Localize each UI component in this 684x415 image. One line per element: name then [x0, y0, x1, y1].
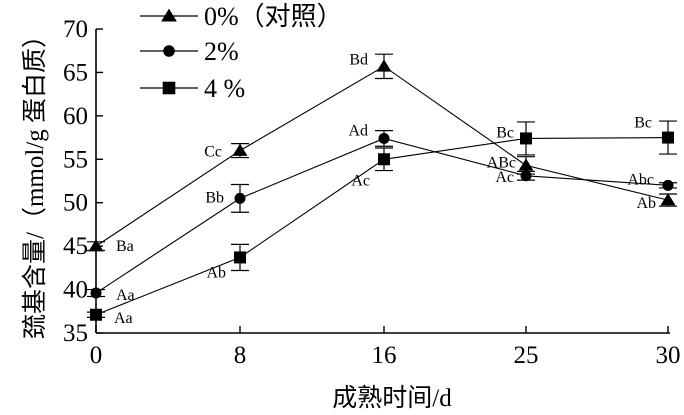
- y-tick-label: 60: [63, 103, 88, 130]
- data-label: Abc: [627, 171, 654, 188]
- data-label: Aa: [114, 310, 133, 327]
- axes: [95, 29, 670, 334]
- y-tick-label: 70: [63, 16, 88, 43]
- legend-item: 4 %: [140, 74, 245, 103]
- data-label: Ac: [495, 169, 514, 186]
- data-point: [520, 170, 532, 182]
- data-point: [234, 251, 246, 264]
- series-circle: Aa Bb Ad Ac Abc: [87, 122, 677, 304]
- data-label: Ad: [348, 122, 368, 139]
- data-label: Cc: [204, 144, 222, 161]
- y-tick-label: 40: [63, 277, 88, 304]
- data-label: Bb: [205, 189, 224, 206]
- data-label: Aa: [116, 287, 135, 304]
- data-point: [378, 132, 390, 144]
- y-ticks: 35 40 45 50 55 60 65 70: [63, 16, 103, 347]
- x-ticks: 0 8 16 25 30: [90, 326, 681, 369]
- legend-item: 0%（对照）: [140, 2, 343, 31]
- data-label: Bd: [349, 51, 368, 68]
- data-point: [376, 59, 392, 72]
- data-point: [518, 158, 534, 171]
- data-point: [90, 308, 102, 321]
- data-label: Ac: [351, 172, 370, 189]
- x-tick-label: 30: [656, 342, 681, 369]
- x-tick-label: 16: [372, 342, 397, 369]
- legend-label: 0%（对照）: [204, 2, 343, 31]
- y-tick-label: 35: [63, 320, 88, 347]
- x-tick-label: 8: [234, 342, 247, 369]
- legend-label: 2%: [204, 37, 239, 66]
- y-tick-label: 50: [63, 190, 88, 217]
- data-label: Bc: [496, 124, 514, 141]
- data-point: [234, 192, 246, 204]
- legend-label: 4 %: [204, 74, 245, 103]
- data-point: [662, 131, 674, 144]
- data-point: [660, 193, 676, 206]
- data-point: [88, 239, 104, 252]
- data-label: Ab: [206, 264, 226, 281]
- series-square: Aa Ab Ac Bc Bc: [87, 115, 677, 327]
- y-tick-label: 65: [63, 59, 88, 86]
- data-point: [378, 153, 390, 166]
- x-tick-label: 0: [90, 342, 103, 369]
- data-label: Ba: [116, 238, 134, 255]
- legend-item: 2%: [140, 37, 239, 66]
- legend: 0%（对照） 2% 4 %: [140, 2, 343, 103]
- x-axis-title: 成熟时间/d: [332, 384, 452, 412]
- y-tick-label: 55: [63, 146, 88, 173]
- data-point: [520, 132, 532, 145]
- legend-marker: [163, 45, 175, 57]
- legend-marker: [161, 8, 177, 22]
- legend-marker: [162, 81, 176, 95]
- y-tick-label: 45: [63, 233, 88, 260]
- y-axis-title: 巯基含量/（mmol/g 蛋白质）: [21, 23, 49, 339]
- data-label: Bc: [634, 115, 652, 132]
- data-point: [662, 179, 674, 191]
- data-label: Ab: [636, 195, 656, 212]
- data-point: [90, 287, 102, 299]
- data-point: [232, 143, 248, 156]
- x-tick-label: 25: [514, 342, 539, 369]
